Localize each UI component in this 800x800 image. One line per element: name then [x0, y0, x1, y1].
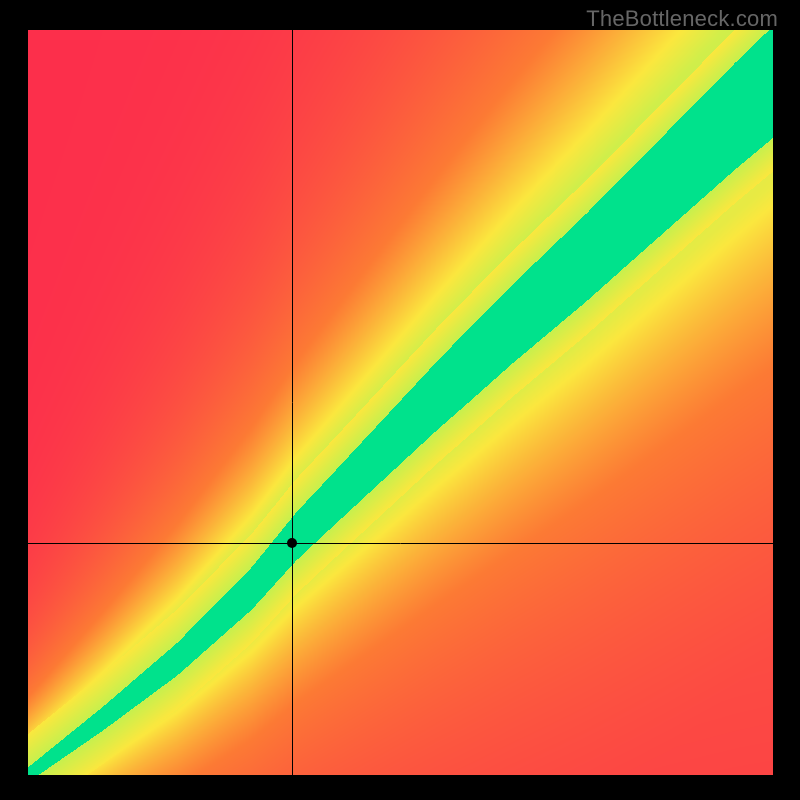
heatmap-plot — [28, 30, 773, 775]
bottleneck-chart: TheBottleneck.com — [0, 0, 800, 800]
heatmap-canvas — [28, 30, 773, 775]
watermark-text: TheBottleneck.com — [586, 6, 778, 32]
